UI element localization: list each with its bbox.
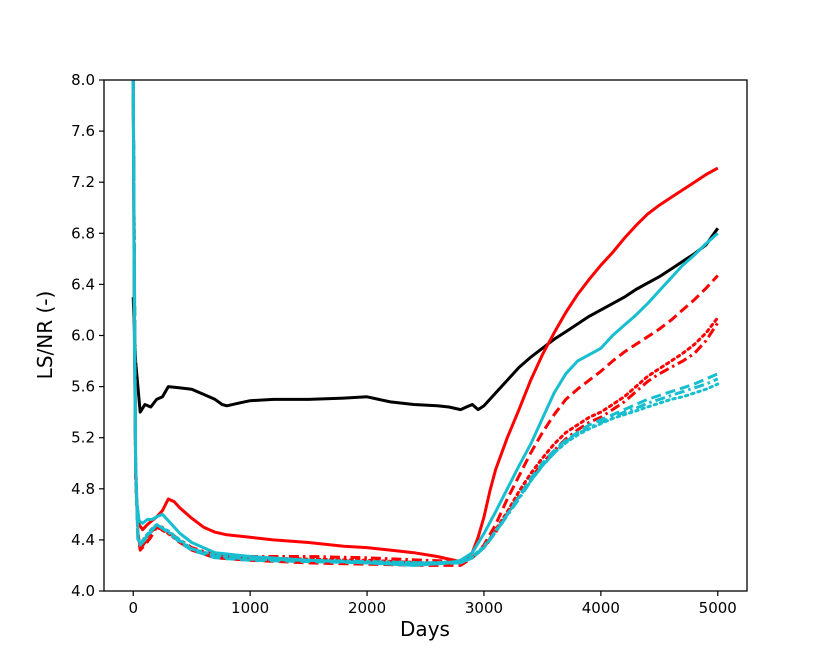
y-tick-label: 4.0 [71,582,95,600]
x-tick-label: 1000 [231,599,269,617]
series-layer [131,80,720,567]
y-axis: 4.0 4.4 4.8 5.2 5.6 6.0 6.4 6.8 7.2 7.6 8.0 [71,71,104,600]
series-line-black-solid [131,227,720,414]
x-tick-label: 0 [128,599,138,617]
x-tick-label: 3000 [465,599,503,617]
x-axis-label: Days [400,617,450,641]
y-tick-label: 6.4 [71,275,95,293]
y-tick-label: 5.2 [71,429,95,447]
series-line-red-dashed [131,80,719,567]
y-tick-label: 4.4 [71,531,95,549]
y-tick-label: 4.8 [71,480,95,498]
x-tick-label: 2000 [348,599,386,617]
x-tick-label: 5000 [699,599,737,617]
y-tick-label: 6.8 [71,224,95,242]
y-tick-label: 7.2 [71,173,95,191]
series-line-cyan-solid [131,80,719,567]
y-axis-label: LS/NR (-) [33,291,57,380]
y-tick-label: 5.6 [71,378,95,396]
y-tick-label: 7.6 [71,122,95,140]
x-tick-label: 4000 [582,599,620,617]
series-line-cyan-dash-dot [131,80,719,565]
y-tick-label: 8.0 [71,71,95,89]
y-tick-label: 6.0 [71,327,95,345]
x-axis: 0 1000 2000 3000 4000 5000 [128,591,737,617]
